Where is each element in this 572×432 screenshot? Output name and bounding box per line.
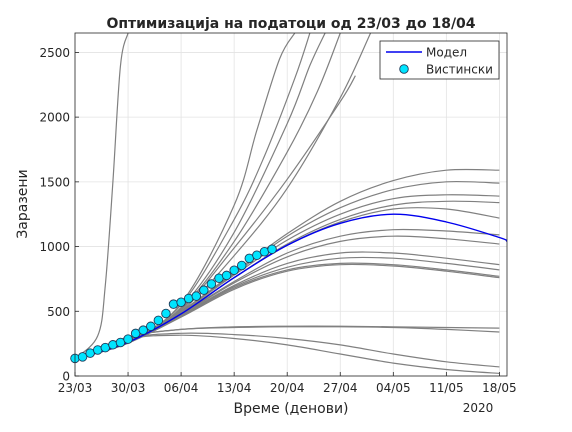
y-tick-label: 1500 <box>39 175 70 189</box>
actual-point <box>176 297 186 307</box>
x-tick-label: 04/05 <box>376 381 411 395</box>
legend: Модел Вистински <box>379 40 500 80</box>
x-tick-label: 06/04 <box>164 381 199 395</box>
plot-area <box>75 33 507 376</box>
actual-point <box>199 285 209 295</box>
x-tick-label: 11/05 <box>429 381 464 395</box>
actual-point <box>123 334 133 344</box>
y-tick-label: 2000 <box>39 111 70 125</box>
model-curve <box>75 213 507 360</box>
actual-points <box>70 244 277 364</box>
legend-actual-label: Вистински <box>426 63 493 77</box>
ensemble-curve <box>75 33 129 359</box>
actual-point <box>138 325 148 335</box>
x-tick-label: 30/03 <box>111 381 146 395</box>
x-tick-label: 13/04 <box>217 381 252 395</box>
actual-point <box>252 250 262 260</box>
y-axis-ticks: 0 500 1000 1500 2000 2500 <box>39 46 79 384</box>
actual-point <box>191 291 202 301</box>
y-tick-label: 1000 <box>39 240 70 254</box>
x-axis-ticks: 23/03 30/03 06/04 13/04 20/04 27/04 04/05 11/05… <box>58 372 517 395</box>
y-tick-label: 2500 <box>39 46 70 60</box>
model-curve-layer <box>75 213 507 360</box>
chart-title: Оптимизација на податоци од 23/03 до 18/… <box>106 16 475 32</box>
x-axis-label: Време (денови) <box>233 401 348 417</box>
actual-point <box>221 270 232 281</box>
y-axis-label: Заразени <box>15 169 31 238</box>
actual-point <box>153 315 164 326</box>
actual-point <box>161 308 171 319</box>
x-tick-label: 20/04 <box>270 381 305 395</box>
actual-point <box>229 265 239 276</box>
x-axis-year-label: 2020 <box>463 401 494 415</box>
actual-point <box>146 321 156 332</box>
legend-box <box>379 40 500 80</box>
y-tick-label: 0 <box>62 370 70 384</box>
x-tick-label: 27/04 <box>323 381 358 395</box>
actual-point <box>267 244 277 255</box>
legend-actual-swatch <box>399 64 409 74</box>
actual-point <box>77 352 88 362</box>
x-tick-label: 18/05 <box>482 381 517 395</box>
ensemble-curve <box>75 263 500 360</box>
plot-frame <box>74 32 508 377</box>
y-tick-label: 500 <box>47 305 70 319</box>
actual-point <box>206 279 217 289</box>
actual-point <box>236 260 247 271</box>
x-tick-label: 23/03 <box>58 381 93 395</box>
legend-model-label: Модел <box>426 46 467 60</box>
